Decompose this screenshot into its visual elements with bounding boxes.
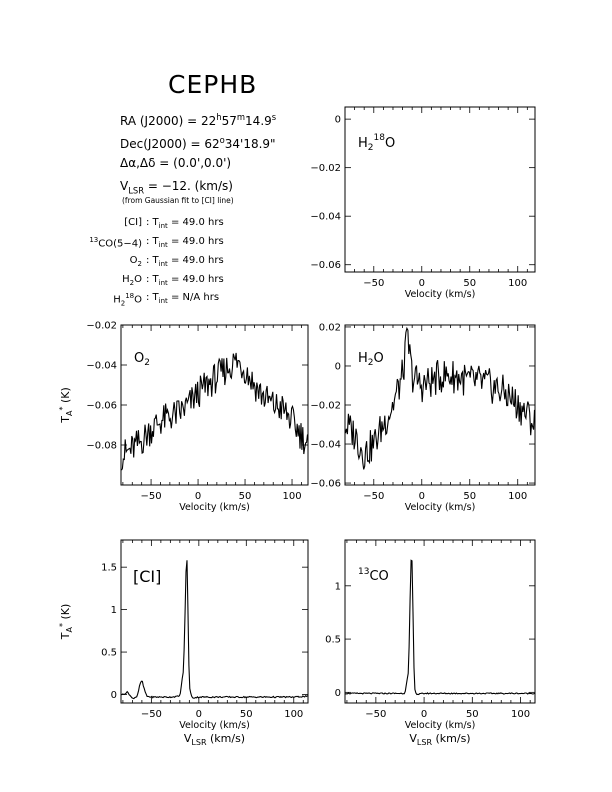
x-tick-label: 100 xyxy=(284,709,303,720)
y-tick-label: −0.02 xyxy=(310,401,341,412)
ra-h-unit: h xyxy=(216,112,222,122)
dec-degrees: 62 xyxy=(204,137,220,151)
panel-label: 13CO xyxy=(358,567,389,584)
tint-h218o-label: H218O xyxy=(113,292,142,308)
tint-13co-label: 13CO(5−4) xyxy=(89,236,142,250)
x-tick-label: 0 xyxy=(419,491,425,502)
dec-arc: 34'18.9" xyxy=(224,137,276,151)
spectrum-line xyxy=(344,326,536,470)
vlsr-line: VLSR = −12. (km/s) xyxy=(120,179,233,195)
vlsr-note: (from Gaussian fit to [CI] line) xyxy=(122,196,234,205)
x-tick-label: 100 xyxy=(508,278,527,289)
panel-label: H2O xyxy=(358,351,384,368)
y-tick-label: −0.04 xyxy=(310,440,341,451)
x-axis-label: Velocity (km/s) xyxy=(405,720,476,731)
x-tick-label: −50 xyxy=(365,709,386,720)
panel-frame xyxy=(120,539,309,704)
y-tick-label: 0 xyxy=(335,361,341,372)
y-tick-label: −0.06 xyxy=(310,479,341,490)
y-axis-label: TA* (K) xyxy=(58,604,74,641)
tint-13co: : Tint = 49.0 hrs xyxy=(146,236,224,249)
y-tick-label: −0.06 xyxy=(310,260,341,271)
y-tick-label: −0.04 xyxy=(310,212,341,223)
ra-m-unit: m xyxy=(236,112,246,122)
y-tick-label: 1 xyxy=(111,605,117,616)
ra-hours: 22 xyxy=(201,114,217,128)
x-tick-label: 0 xyxy=(195,491,201,502)
y-tick-label: 0 xyxy=(335,688,341,699)
tint-h218o: : Tint = N/A hrs xyxy=(146,292,220,305)
spectrum-line xyxy=(121,352,309,471)
y-axis-label: TA* (K) xyxy=(58,387,74,424)
panel-label: [CI] xyxy=(133,567,161,586)
x-tick-label: 0 xyxy=(196,709,202,720)
offset-label: Δα,Δδ = xyxy=(120,156,174,170)
tint-o2: : Tint = 49.0 hrs xyxy=(146,255,224,268)
panel-label: H218O xyxy=(358,133,395,153)
ra-s-unit: s xyxy=(271,112,277,122)
spectrum-line xyxy=(345,559,535,696)
panel-label: O2 xyxy=(134,351,150,368)
x-tick-label: 100 xyxy=(282,491,301,502)
x-tick-label: 100 xyxy=(511,709,530,720)
x-tick-label: 50 xyxy=(239,491,252,502)
dec-deg-unit: o xyxy=(219,135,225,145)
offset-value: (0.0',0.0') xyxy=(173,156,232,170)
tint-ci-value: 49.0 hrs xyxy=(182,217,224,228)
y-tick-label: 1 xyxy=(335,581,341,592)
x-tick-label: −50 xyxy=(141,491,162,502)
ra-line: RA (J2000) = 22h57m14.9s xyxy=(120,112,276,128)
x-tick-label: −50 xyxy=(363,491,384,502)
x-axis-label: Velocity (km/s) xyxy=(179,720,250,731)
tint-h2o-label: H2O xyxy=(122,274,142,287)
ra-seconds: 14.9 xyxy=(245,114,272,128)
dec-label: Dec(J2000) = xyxy=(120,137,205,151)
x-axis-label: Velocity (km/s) xyxy=(405,502,476,513)
tint-o2-value: 49.0 hrs xyxy=(182,255,224,266)
y-tick-label: 0 xyxy=(335,115,341,126)
panel-frame xyxy=(344,539,536,704)
dec-line: Dec(J2000) = 62o34'18.9" xyxy=(120,135,276,151)
x-tick-label: 0 xyxy=(421,709,427,720)
ra-label: RA (J2000) = xyxy=(120,114,201,128)
x-axis-label-vlsr: VLSR (km/s) xyxy=(184,732,245,747)
tint-h218o-value: N/A hrs xyxy=(182,292,220,303)
tint-h2o-value: 49.0 hrs xyxy=(182,274,224,285)
x-tick-label: 50 xyxy=(240,709,253,720)
y-tick-label: 0 xyxy=(111,690,117,701)
x-axis-label: Velocity (km/s) xyxy=(179,502,250,513)
tint-ci: : Tint = 49.0 hrs xyxy=(146,217,224,230)
x-tick-label: 100 xyxy=(508,491,527,502)
tint-ci-label: [CI] xyxy=(124,217,142,228)
y-tick-label: −0.02 xyxy=(86,321,117,332)
tint-13co-value: 49.0 hrs xyxy=(182,236,224,247)
x-tick-label: −50 xyxy=(141,709,162,720)
offset-line: Δα,Δδ = (0.0',0.0') xyxy=(120,156,231,170)
x-tick-label: −50 xyxy=(363,278,384,289)
y-tick-label: 1.5 xyxy=(101,563,117,574)
y-tick-label: 0.5 xyxy=(101,648,117,659)
source-title: CEPHB xyxy=(168,70,258,99)
y-tick-label: −0.04 xyxy=(86,361,117,372)
y-tick-label: 0.5 xyxy=(325,635,341,646)
x-axis-label: Velocity (km/s) xyxy=(405,289,476,300)
x-tick-label: 0 xyxy=(419,278,425,289)
y-tick-label: −0.08 xyxy=(86,441,117,452)
x-tick-label: 50 xyxy=(463,278,476,289)
tint-h2o: : Tint = 49.0 hrs xyxy=(146,274,224,287)
panel-frame xyxy=(344,106,536,273)
vlsr-symbol: VLSR xyxy=(120,179,145,196)
x-tick-label: 50 xyxy=(463,491,476,502)
y-tick-label: −0.06 xyxy=(86,401,117,412)
spectrum-line xyxy=(121,560,308,700)
y-tick-label: −0.02 xyxy=(310,163,341,174)
vlsr-value: = −12. (km/s) xyxy=(144,179,233,193)
x-tick-label: 50 xyxy=(466,709,479,720)
x-axis-label-vlsr: VLSR (km/s) xyxy=(409,732,470,747)
y-tick-label: 0.02 xyxy=(319,322,341,333)
ra-minutes: 57 xyxy=(221,114,237,128)
tint-o2-label: O2 xyxy=(129,255,142,268)
